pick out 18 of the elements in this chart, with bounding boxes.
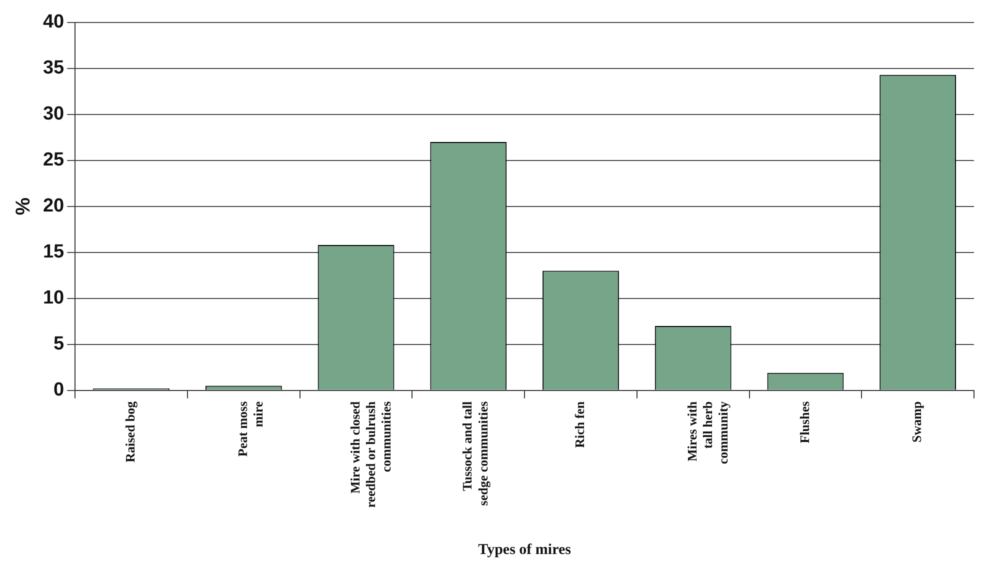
y-tick-label: 5 bbox=[54, 334, 65, 355]
x-tick-label: Peat moss mire bbox=[235, 401, 266, 457]
y-tick-label: 0 bbox=[54, 380, 64, 401]
x-tick-label: Mire with closed reedbed or bulrush communities bbox=[347, 400, 394, 508]
y-tick-label: 25 bbox=[42, 150, 65, 171]
y-tick-label: 10 bbox=[42, 288, 64, 309]
y-tick-label: 20 bbox=[42, 196, 64, 217]
x-tick-label: Mires with tall herb community bbox=[684, 400, 731, 464]
y-tick-label: 30 bbox=[42, 104, 64, 125]
y-tick-label: 15 bbox=[42, 242, 65, 263]
x-tick-label: Flushes bbox=[796, 401, 812, 444]
y-tick-label: 40 bbox=[42, 12, 64, 33]
x-tick-label: Swamp bbox=[909, 401, 924, 443]
y-axis-title: % bbox=[12, 197, 35, 216]
x-tick-label: Rich fen bbox=[572, 400, 588, 448]
x-axis-title: Types of mires bbox=[478, 542, 572, 558]
x-tick-label: Raised bog bbox=[122, 400, 138, 462]
y-tick-label: 35 bbox=[42, 58, 65, 79]
